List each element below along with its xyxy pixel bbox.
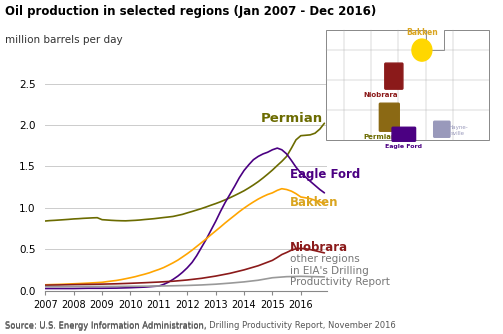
Text: Bakken: Bakken (406, 28, 438, 37)
FancyBboxPatch shape (434, 121, 450, 137)
Text: Source: U.S. Energy Information Administration,: Source: U.S. Energy Information Administ… (5, 322, 209, 331)
FancyBboxPatch shape (392, 127, 415, 141)
Text: million barrels per day: million barrels per day (5, 35, 123, 45)
FancyBboxPatch shape (379, 103, 399, 131)
Text: Permian: Permian (261, 112, 323, 125)
Text: Eagle Ford: Eagle Ford (290, 168, 360, 181)
FancyBboxPatch shape (385, 63, 403, 89)
Text: Eagle Ford: Eagle Ford (385, 144, 423, 149)
Text: other regions
in EIA's Drilling
Productivity Report: other regions in EIA's Drilling Producti… (290, 254, 390, 287)
Text: Niobrara: Niobrara (290, 241, 348, 254)
Circle shape (412, 39, 432, 61)
Text: Oil production in selected regions (Jan 2007 - Dec 2016): Oil production in selected regions (Jan … (5, 5, 376, 18)
Text: Hayne-
sville: Hayne- sville (448, 125, 468, 136)
Text: Permian: Permian (364, 134, 397, 140)
Text: Niobrara: Niobrara (363, 92, 397, 98)
Text: Bakken: Bakken (290, 196, 339, 209)
Text: Source: U.S. Energy Information Administration, Drilling Productivity Report, No: Source: U.S. Energy Information Administ… (5, 321, 396, 330)
